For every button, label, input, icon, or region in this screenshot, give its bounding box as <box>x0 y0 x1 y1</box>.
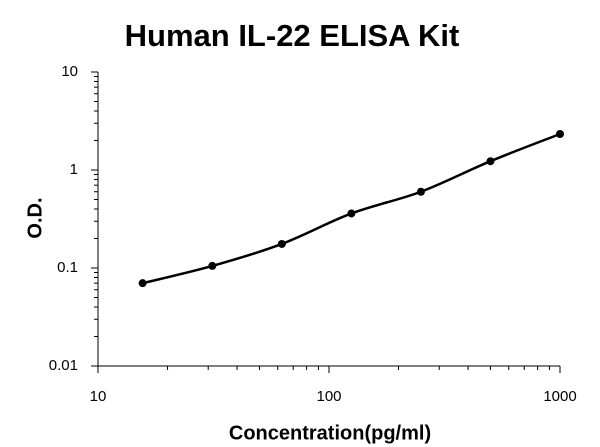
x-tick-label: 100 <box>316 388 341 405</box>
point <box>416 187 425 196</box>
y-tick-label: 1 <box>70 161 78 178</box>
x-tick-label: 1000 <box>543 388 576 405</box>
y-tick-label: 0.01 <box>49 357 78 374</box>
point <box>138 279 147 288</box>
y-tick-label: 0.1 <box>57 259 78 276</box>
y-tick-label: 10 <box>61 63 78 80</box>
point <box>486 157 495 166</box>
chart-title: Human IL-22 ELISA Kit <box>125 18 460 53</box>
point <box>208 261 217 270</box>
fit-line <box>142 132 561 285</box>
point <box>277 239 286 248</box>
point <box>556 129 564 138</box>
x-axis-label: Concentration(pg/ml) <box>229 422 431 444</box>
x-tick-label: 10 <box>90 388 107 405</box>
y-axis-label: O.D. <box>24 197 46 238</box>
point <box>347 209 356 218</box>
